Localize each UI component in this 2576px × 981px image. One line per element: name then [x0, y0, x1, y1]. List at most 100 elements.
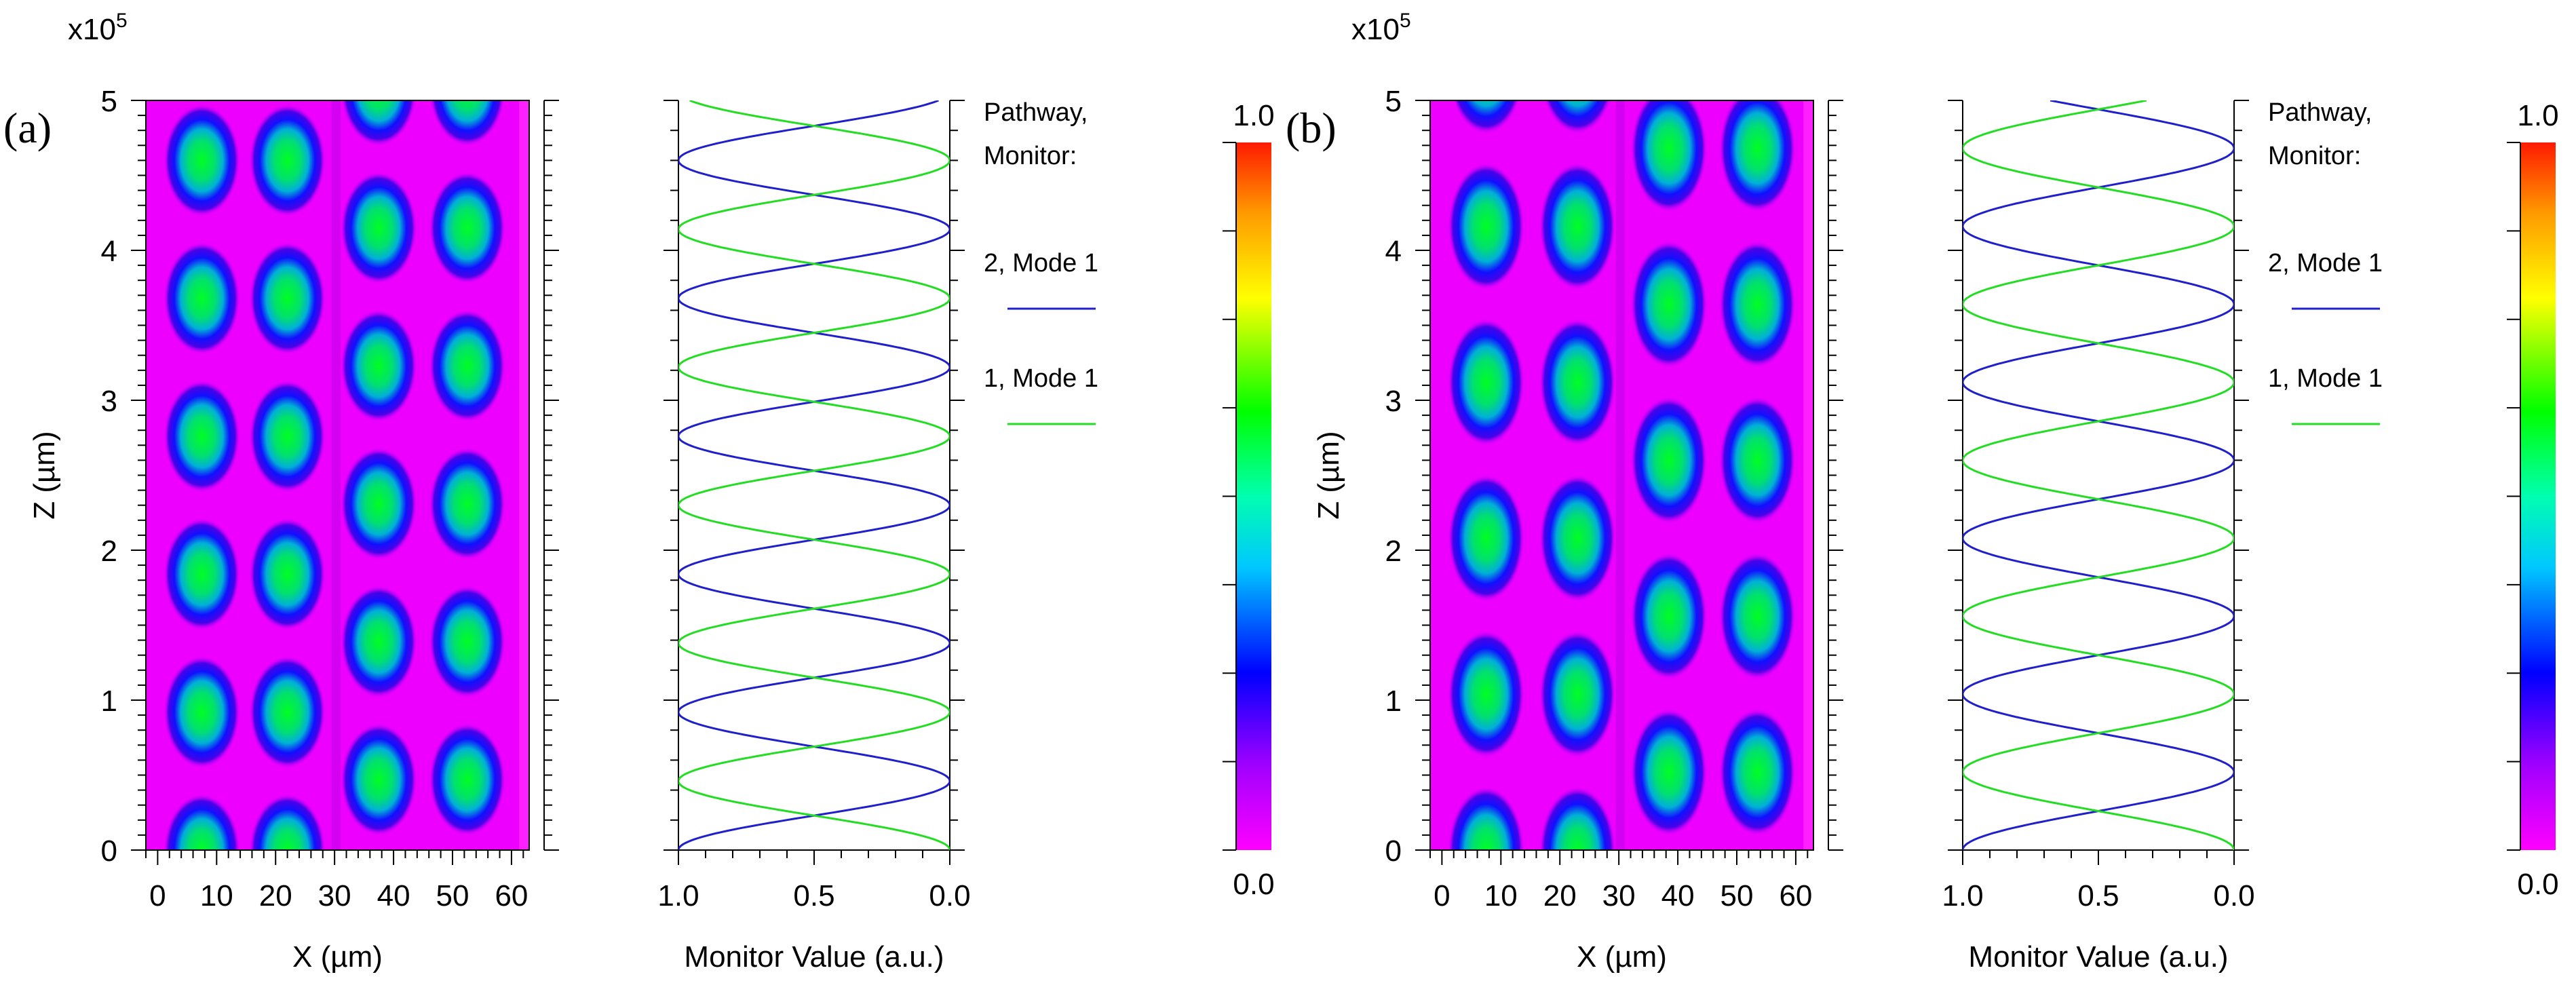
x-tick-label: 50 — [436, 879, 469, 912]
y-tick-label: 5 — [1385, 85, 1402, 118]
field-intensity-lobe — [164, 0, 240, 79]
monitor-series-line — [678, 100, 950, 850]
x-tick-label: 0 — [1434, 879, 1450, 912]
field-intensity-lobe — [429, 309, 506, 423]
x-tick-label: 30 — [1602, 879, 1636, 912]
colorbar-max-label: 1.0 — [2517, 99, 2558, 132]
field-intensity-lobe — [1718, 240, 1796, 368]
legend-title: Monitor: — [984, 142, 1077, 170]
field-intensity-lobe — [249, 517, 326, 631]
field-x-axis-label: X (µm) — [292, 940, 383, 974]
field-intensity-lobe — [164, 104, 241, 217]
monitor-series-line — [1963, 100, 2234, 850]
field-intensity-lobe — [164, 793, 241, 850]
monitor-x-tick-label: 1.0 — [1942, 879, 1983, 912]
y-tick-label: 4 — [1385, 235, 1402, 268]
x-tick-label: 10 — [200, 879, 233, 912]
field-intensity-lobe — [429, 585, 506, 699]
field-intensity-lobe — [1448, 630, 1525, 758]
monitor-x-axis-label: Monitor Value (a.u.) — [684, 940, 944, 974]
field-intensity-lobe — [429, 447, 506, 560]
field-intensity-lobe — [1448, 318, 1525, 446]
axis-scale-label: x105 — [68, 9, 128, 46]
field-intensity-lobe — [1448, 474, 1525, 602]
guide-gap-band — [331, 100, 341, 850]
axis-scale-exponent: 5 — [1400, 9, 1411, 32]
monitor-series-line — [678, 100, 950, 850]
field-intensity-lobe — [1718, 100, 1796, 212]
field-intensity-lobe — [341, 100, 417, 147]
field-intensity-lobe — [1630, 100, 1708, 212]
monitor-x-tick-label: 0.5 — [793, 879, 834, 912]
legend-title: Pathway, — [984, 98, 1088, 127]
monitor-x-tick-label: 0.0 — [929, 879, 970, 912]
field-intensity-lobe — [1718, 396, 1796, 524]
monitor-x-tick-label: 1.0 — [657, 879, 699, 912]
x-tick-label: 10 — [1484, 879, 1518, 912]
heatmap-edge-strip — [1803, 100, 1813, 850]
field-intensity-lobe — [1718, 552, 1796, 680]
colorbar-min-label: 0.0 — [1233, 868, 1274, 901]
y-tick-label: 1 — [101, 685, 117, 718]
x-tick-label: 60 — [495, 879, 528, 912]
field-intensity-lobe — [1539, 318, 1616, 446]
monitor-x-tick-label: 0.5 — [2077, 879, 2119, 912]
field-intensity-lobe — [164, 655, 241, 769]
field-intensity-lobe — [340, 585, 417, 699]
legend-title: Monitor: — [2268, 142, 2361, 170]
y-tick-label: 3 — [101, 385, 117, 418]
field-intensity-lobe — [249, 379, 326, 493]
field-heatmap — [1430, 100, 1813, 850]
field-intensity-lobe — [1718, 708, 1796, 836]
field-intensity-lobe — [164, 517, 241, 631]
panel-a: (a) x105 0 1 2 3 4 5 Z (µm) 0 10 20 30 40 50 60 X (µm) 1.… — [3, 0, 1275, 974]
x-tick-label: 30 — [318, 879, 351, 912]
field-intensity-lobe — [1448, 786, 1525, 850]
field-intensity-lobe — [340, 171, 417, 285]
x-tick-label: 60 — [1779, 879, 1812, 912]
field-intensity-lobe — [340, 447, 417, 560]
panel-b: (b) x105 0 1 2 3 4 5 Z (µm) 0 10 20 30 40 50 60 X (µm) 1.… — [1286, 9, 2559, 974]
field-intensity-lobe — [429, 171, 506, 285]
legend-entry-label: 1, Mode 1 — [984, 364, 1098, 393]
colorbar-min-label: 0.0 — [2517, 868, 2558, 901]
field-intensity-lobe — [1539, 630, 1616, 758]
field-intensity-lobe — [340, 723, 417, 836]
field-intensity-lobe — [1630, 552, 1708, 680]
legend-title: Pathway, — [2268, 98, 2372, 127]
field-y-axis-label: Z (µm) — [28, 431, 61, 519]
field-intensity-lobe — [249, 242, 326, 355]
y-tick-label: 2 — [101, 535, 117, 568]
x-tick-label: 0 — [149, 879, 166, 912]
field-intensity-lobe — [1630, 240, 1708, 368]
x-tick-label: 40 — [1661, 879, 1695, 912]
field-intensity-lobe — [249, 655, 326, 769]
field-intensity-lobe — [164, 379, 241, 493]
field-x-axis-label: X (µm) — [1577, 940, 1667, 974]
field-intensity-lobe — [1539, 162, 1616, 290]
axis-scale-label: x105 — [1351, 9, 1411, 46]
y-tick-label: 3 — [1385, 385, 1402, 418]
field-intensity-lobe — [249, 0, 326, 79]
axis-scale-exponent: 5 — [116, 9, 128, 32]
field-intensity-lobe — [1539, 786, 1616, 850]
panel-tag: (b) — [1286, 104, 1337, 152]
monitor-series-line — [1963, 100, 2234, 850]
field-intensity-lobe — [249, 104, 326, 217]
colorbar-max-label: 1.0 — [1233, 99, 1274, 132]
field-intensity-lobe — [340, 309, 417, 423]
colorbar — [2520, 142, 2556, 850]
field-intensity-lobe — [429, 723, 506, 836]
guide-gap-band — [1615, 100, 1625, 850]
monitor-x-axis-label: Monitor Value (a.u.) — [1968, 940, 2228, 974]
field-intensity-lobe — [1452, 100, 1520, 135]
field-heatmap — [146, 0, 529, 850]
y-tick-label: 0 — [101, 834, 117, 868]
x-tick-label: 20 — [1543, 879, 1577, 912]
field-intensity-lobe — [429, 100, 505, 147]
panel-tag: (a) — [3, 104, 52, 152]
field-intensity-lobe — [1448, 162, 1525, 290]
y-tick-label: 5 — [101, 85, 117, 118]
y-tick-label: 2 — [1385, 535, 1402, 568]
